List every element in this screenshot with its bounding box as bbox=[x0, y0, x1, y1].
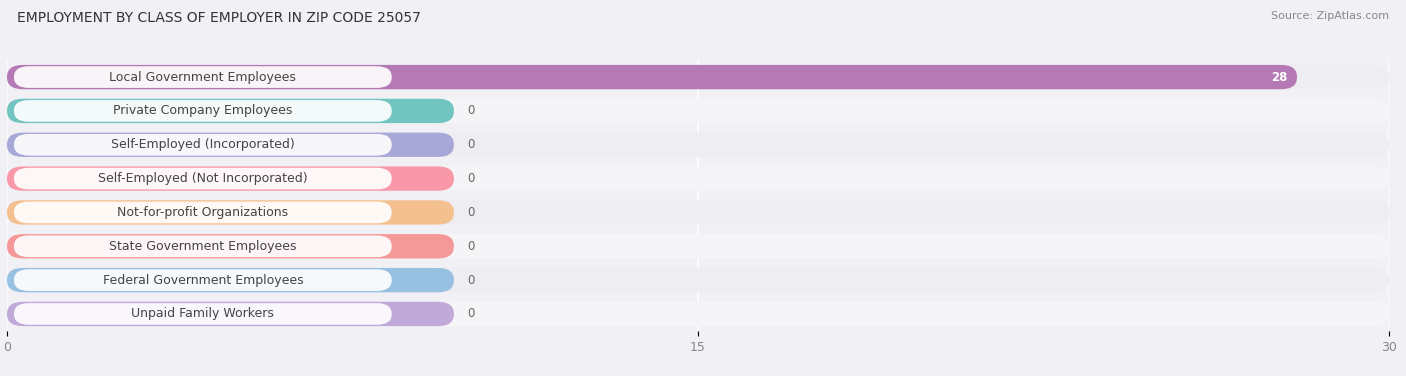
Text: Not-for-profit Organizations: Not-for-profit Organizations bbox=[117, 206, 288, 219]
FancyBboxPatch shape bbox=[14, 100, 392, 122]
Text: EMPLOYMENT BY CLASS OF EMPLOYER IN ZIP CODE 25057: EMPLOYMENT BY CLASS OF EMPLOYER IN ZIP C… bbox=[17, 11, 420, 25]
Text: 0: 0 bbox=[468, 308, 475, 320]
Text: State Government Employees: State Government Employees bbox=[110, 240, 297, 253]
Text: Self-Employed (Incorporated): Self-Employed (Incorporated) bbox=[111, 138, 295, 151]
Text: Source: ZipAtlas.com: Source: ZipAtlas.com bbox=[1271, 11, 1389, 21]
Text: 0: 0 bbox=[468, 206, 475, 219]
FancyBboxPatch shape bbox=[14, 235, 392, 257]
FancyBboxPatch shape bbox=[7, 200, 1389, 224]
FancyBboxPatch shape bbox=[7, 268, 454, 292]
Text: Self-Employed (Not Incorporated): Self-Employed (Not Incorporated) bbox=[98, 172, 308, 185]
FancyBboxPatch shape bbox=[7, 268, 1389, 292]
Text: Federal Government Employees: Federal Government Employees bbox=[103, 274, 304, 287]
FancyBboxPatch shape bbox=[7, 65, 1389, 89]
FancyBboxPatch shape bbox=[14, 134, 392, 156]
Text: 0: 0 bbox=[468, 105, 475, 117]
FancyBboxPatch shape bbox=[7, 234, 1389, 258]
Text: 0: 0 bbox=[468, 240, 475, 253]
FancyBboxPatch shape bbox=[7, 234, 454, 258]
Text: Local Government Employees: Local Government Employees bbox=[110, 71, 297, 83]
FancyBboxPatch shape bbox=[7, 200, 454, 224]
FancyBboxPatch shape bbox=[7, 133, 454, 157]
FancyBboxPatch shape bbox=[7, 133, 1389, 157]
Text: 0: 0 bbox=[468, 274, 475, 287]
FancyBboxPatch shape bbox=[7, 167, 454, 191]
Text: Unpaid Family Workers: Unpaid Family Workers bbox=[131, 308, 274, 320]
Text: 0: 0 bbox=[468, 138, 475, 151]
FancyBboxPatch shape bbox=[7, 99, 1389, 123]
FancyBboxPatch shape bbox=[14, 269, 392, 291]
FancyBboxPatch shape bbox=[14, 303, 392, 325]
Text: Private Company Employees: Private Company Employees bbox=[112, 105, 292, 117]
FancyBboxPatch shape bbox=[7, 302, 1389, 326]
FancyBboxPatch shape bbox=[7, 65, 1296, 89]
FancyBboxPatch shape bbox=[7, 99, 454, 123]
Text: 28: 28 bbox=[1271, 71, 1288, 83]
FancyBboxPatch shape bbox=[7, 167, 1389, 191]
FancyBboxPatch shape bbox=[14, 168, 392, 190]
FancyBboxPatch shape bbox=[7, 302, 454, 326]
Text: 0: 0 bbox=[468, 172, 475, 185]
FancyBboxPatch shape bbox=[14, 66, 392, 88]
FancyBboxPatch shape bbox=[14, 202, 392, 223]
